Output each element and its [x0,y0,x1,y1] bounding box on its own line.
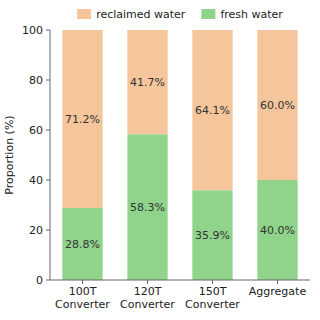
y-tick [46,280,50,281]
x-tick [147,280,148,284]
data-label: 40.0% [260,224,295,237]
bar-segment [192,190,232,280]
y-tick-label: 20 [29,224,43,237]
y-tick [46,80,50,81]
y-axis-line [50,30,51,280]
x-tick-label: 100TConverter [55,285,110,311]
legend-swatch [201,9,215,19]
bar-segment [257,30,297,180]
legend: reclaimed water fresh water [77,8,283,21]
data-label: 28.8% [65,238,100,251]
y-tick [46,30,50,31]
bar-segment [192,30,232,190]
legend-swatch [77,9,91,19]
data-label: 71.2% [65,113,100,126]
bar-segment [62,208,102,280]
x-tick [212,280,213,284]
bar-segment [127,134,167,280]
y-tick-label: 60 [29,124,43,137]
bar-segment [127,30,167,134]
x-tick [277,280,278,284]
y-axis-label: Proportion (%) [3,115,16,194]
y-tick-label: 80 [29,74,43,87]
legend-label: fresh water [220,8,283,21]
bar-segment [62,30,102,208]
y-tick-label: 40 [29,174,43,187]
data-label: 58.3% [130,201,165,214]
y-tick [46,230,50,231]
data-labels: 28.8% 58.3% 35.9% 40.0% 71.2% 41.7% 64.1% 60.0% [65,76,295,251]
x-axis-line [50,280,310,281]
chart: 28.8% 58.3% 35.9% 40.0% 71.2% 41.7% 64.1% 60.0%… [0,0,320,320]
bar-segment [257,180,297,280]
x-tick-label: Aggregate [249,285,307,298]
data-label: 41.7% [130,76,165,89]
x-tick-label: 150TConverter [185,285,240,311]
legend-label: reclaimed water [96,8,186,21]
y-tick-label: 0 [36,274,43,287]
y-tick-label: 100 [22,24,43,37]
data-label: 60.0% [260,99,295,112]
chart-container: 28.8% 58.3% 35.9% 40.0% 71.2% 41.7% 64.1% 60.0%… [0,0,320,320]
data-label: 64.1% [195,104,230,117]
y-tick [46,130,50,131]
x-tick-label: 120TConverter [120,285,175,311]
data-label: 35.9% [195,229,230,242]
y-tick [46,180,50,181]
bars [62,30,297,280]
x-tick [82,280,83,284]
